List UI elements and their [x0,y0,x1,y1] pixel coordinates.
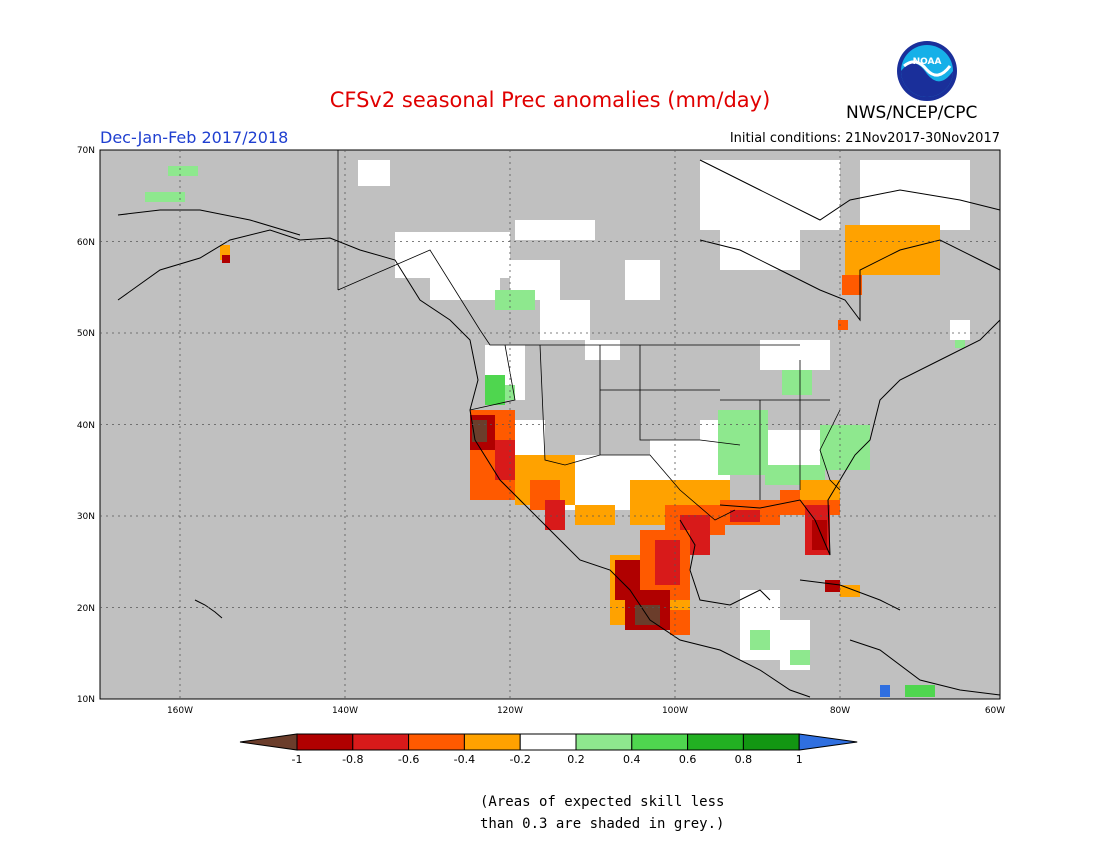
colorbar-tick-label: 0.6 [679,753,697,766]
lat-label: 50N [77,329,95,339]
colorbar-swatch [408,733,465,751]
colorbar-legend: -1 -0.8 -0.6 -0.4 -0.2 0.2 0.4 0.6 0.8 1 [239,733,858,766]
lat-label: 60N [77,238,95,248]
colorbar-tick-label: -0.6 [398,753,419,766]
lon-label: 80W [830,706,850,716]
lon-label: 140W [332,706,358,716]
noaa-logo-icon: NOAA [897,41,957,101]
negative-anomaly-regions [220,225,940,635]
colorbar-tick-label: 1 [796,753,803,766]
colorbar-tick-label: 0.4 [623,753,641,766]
colorbar-low-arrow [239,733,298,751]
colorbar-swatch [352,733,410,751]
lat-label: 30N [77,512,95,522]
colorbar-swatch [463,733,521,751]
graticule [100,150,1000,699]
lon-label: 120W [497,706,523,716]
lon-label: 60W [985,706,1005,716]
colorbar-swatch [742,733,800,751]
colorbar-high-arrow [798,733,858,751]
colorbar-tick-label: -1 [292,753,303,766]
lat-label: 40N [77,421,95,431]
lon-label: 100W [662,706,688,716]
lat-label: 20N [77,604,95,614]
latitude-labels: 70N 60N 50N 40N 30N 20N 10N [77,146,95,705]
colorbar-swatch [631,733,689,751]
initial-conditions-label: Initial conditions: 21Nov2017-30Nov2017 [729,131,1000,146]
colorbar-tick-label: -0.2 [509,753,530,766]
colorbar-tick-label: -0.8 [342,753,363,766]
colorbar-swatch [687,733,744,751]
longitude-labels: 160W 140W 120W 100W 80W 60W [167,706,1005,716]
coastlines [117,159,1001,698]
political-boundaries [337,150,841,521]
season-label: Dec-Jan-Feb 2017/2018 [100,128,289,147]
colorbar-tick-label: 0.8 [735,753,753,766]
skill-note-line: (Areas of expected skill less [480,794,725,810]
noaa-logo-text: NOAA [913,57,942,67]
map-title: CFSv2 seasonal Prec anomalies (mm/day) [329,88,771,112]
colorbar-swatch [519,733,577,751]
skill-note: (Areas of expected skill less than 0.3 a… [480,791,724,835]
skill-note-line: than 0.3 are shaded in grey.) [480,816,725,832]
colorbar-tick-label: -0.4 [454,753,475,766]
colorbar-swatch [575,733,633,751]
lon-label: 160W [167,706,193,716]
colorbar-swatch [296,733,354,751]
lat-label: 10N [77,695,95,705]
agency-label: NWS/NCEP/CPC [846,103,978,123]
lat-label: 70N [77,146,95,156]
colorbar-tick-label: 0.2 [567,753,585,766]
